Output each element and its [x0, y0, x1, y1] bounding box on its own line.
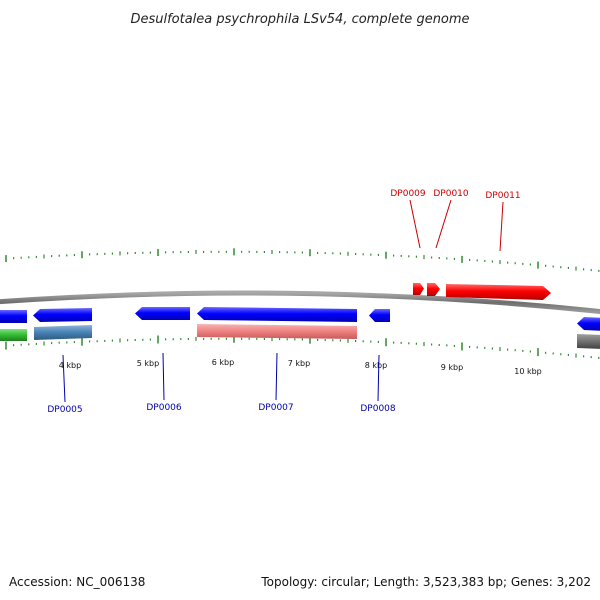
leader-dp0010	[435, 199, 452, 249]
gene-dp0011-arrow[interactable]	[446, 284, 551, 300]
gene-dp0006-arrow[interactable]	[135, 307, 190, 320]
genome-backbone	[0, 290, 600, 315]
tick-label-8kbp: 8 kbp	[365, 361, 387, 370]
gene-dp0005-arrow[interactable]	[33, 308, 92, 322]
tick-label-4kbp: 4 kbp	[59, 361, 81, 370]
feature-bars	[0, 324, 600, 349]
outer-tick-track	[5, 248, 600, 272]
map-title: Desulfotalea psychrophila LSv54, complet…	[130, 12, 469, 27]
accession-text: Accession: NC_006138	[9, 575, 145, 589]
gray-feature-bar[interactable]	[577, 334, 600, 349]
gene-label-dp0006[interactable]: DP0006	[146, 403, 182, 413]
gene-dp0009-arrow[interactable]	[413, 283, 424, 295]
genome-summary-text: Topology: circular; Length: 3,523,383 bp…	[260, 575, 591, 589]
gene-label-dp0009[interactable]: DP0009	[390, 189, 426, 199]
tick-label-9kbp: 9 kbp	[441, 363, 463, 372]
forward-strand-genes	[413, 283, 551, 300]
gene-label-dp0005[interactable]: DP0005	[47, 405, 82, 415]
leader-dp0005	[62, 354, 66, 403]
gene-dp0010-arrow[interactable]	[427, 283, 440, 296]
gene-dp0008-arrow[interactable]	[369, 309, 390, 322]
leader-dp0008	[377, 354, 380, 402]
tick-label-7kbp: 7 kbp	[288, 359, 310, 368]
kbp-scale: 4 kbp 5 kbp 6 kbp 7 kbp 8 kbp 9 kbp 10 k…	[59, 358, 542, 376]
reverse-strand-genes	[0, 307, 600, 331]
leader-dp0007	[275, 352, 278, 401]
steelblue-feature-bar[interactable]	[34, 325, 92, 340]
gene-label-leaders	[62, 199, 504, 403]
gene-dp0012-arrow[interactable]	[577, 317, 600, 331]
gene-dp0004-arrow[interactable]	[0, 310, 27, 323]
inner-tick-track	[5, 334, 600, 359]
tick-label-5kbp: 5 kbp	[137, 359, 159, 368]
tick-label-6kbp: 6 kbp	[212, 358, 234, 367]
gene-label-dp0010[interactable]: DP0010	[433, 189, 469, 199]
leader-dp0011	[499, 201, 504, 252]
tick-label-10kbp: 10 kbp	[514, 367, 542, 376]
pink-feature-bar[interactable]	[197, 324, 357, 339]
gene-labels: DP0005 DP0006 DP0007 DP0008 DP0009 DP001…	[47, 189, 520, 415]
gene-dp0007-arrow[interactable]	[197, 307, 357, 322]
gene-label-dp0008[interactable]: DP0008	[360, 404, 396, 414]
leader-dp0009	[409, 199, 421, 249]
leader-dp0006	[162, 352, 165, 401]
gene-label-dp0007[interactable]: DP0007	[258, 403, 293, 413]
rrna-feature-bar[interactable]	[0, 329, 27, 341]
gene-label-dp0011[interactable]: DP0011	[485, 191, 520, 201]
